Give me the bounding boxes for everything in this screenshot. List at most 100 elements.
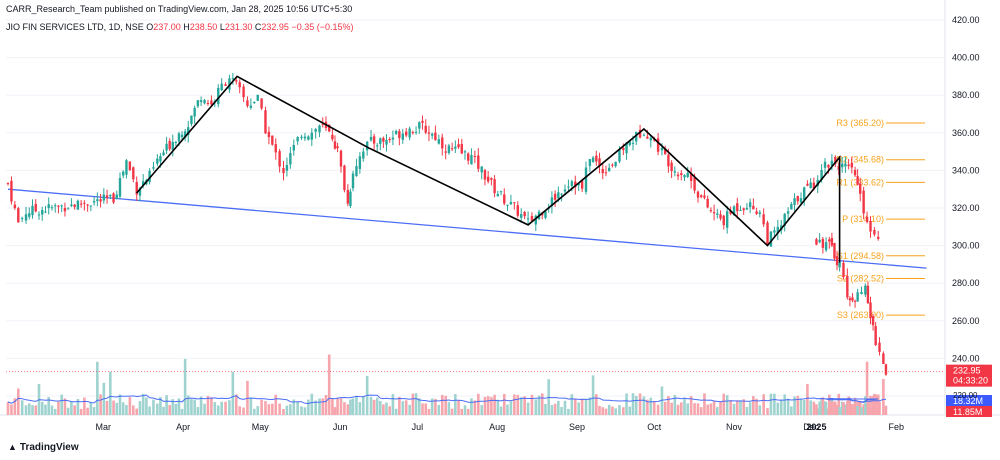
candle-body — [611, 164, 614, 166]
volume-bar — [372, 399, 376, 415]
candle-body — [758, 212, 761, 214]
volume-bar — [477, 393, 480, 415]
y-tick-label: 360.00 — [952, 128, 980, 138]
volume-bar — [20, 400, 24, 415]
volume-bar — [799, 398, 803, 415]
candle-body — [503, 194, 506, 204]
volume-bar — [66, 407, 70, 415]
candle-body — [331, 134, 334, 140]
volume-bar — [869, 395, 872, 415]
volume-bar — [656, 404, 660, 415]
candle-body — [228, 78, 231, 90]
volume-bar — [125, 404, 128, 415]
candle-body — [220, 83, 223, 91]
volume-bar — [440, 394, 444, 415]
candle-body — [638, 129, 642, 138]
volume-bar — [180, 408, 184, 415]
candle-body — [310, 132, 314, 140]
x-tick-label: May — [252, 422, 270, 432]
candle-body — [649, 137, 653, 141]
volume-bar — [206, 395, 210, 415]
volume-bar — [550, 405, 554, 415]
candle-body — [570, 181, 574, 186]
close-label: C — [254, 22, 262, 32]
pivot-label: S3 (263.00) — [837, 310, 884, 320]
candle-body — [869, 302, 872, 319]
candle-body — [473, 156, 477, 158]
candle-body — [447, 145, 451, 154]
volume-bar — [860, 407, 863, 415]
volume-bar — [490, 397, 493, 415]
candle-body — [796, 196, 799, 202]
candle-body — [336, 146, 339, 149]
candle-body — [783, 213, 786, 226]
candle-body — [296, 137, 299, 142]
volume-bar — [878, 401, 881, 415]
candle-body — [83, 202, 86, 204]
volume-bar — [327, 354, 331, 415]
candle-body — [162, 152, 165, 156]
volume-bar — [676, 404, 680, 415]
volume-bar — [40, 401, 44, 415]
candle-body — [803, 187, 806, 200]
candle-body — [663, 148, 667, 155]
candle-body — [847, 164, 850, 167]
symbol-legend[interactable]: JIO FIN SERVICES LTD, 1D, NSE O237.00 H2… — [6, 22, 353, 32]
candle-body — [63, 208, 67, 212]
volume-bar — [16, 388, 20, 415]
volume-bar — [307, 399, 310, 415]
candle-body — [427, 132, 431, 134]
candle-body — [703, 195, 706, 198]
candle-body — [563, 189, 567, 192]
low-label: L — [219, 22, 225, 32]
volume-bar — [321, 398, 325, 415]
volume-bar — [769, 393, 773, 415]
candle-body — [411, 132, 415, 134]
candle-body — [70, 204, 73, 206]
candle-body — [118, 178, 122, 197]
candle-body — [499, 191, 503, 193]
candle-body — [343, 165, 346, 191]
candle-body — [285, 164, 289, 171]
candle-body — [859, 183, 862, 194]
volume-badge — [946, 406, 992, 417]
publisher-note: CARR_Research_Team published on TradingV… — [6, 4, 353, 14]
candle-body — [873, 229, 876, 235]
volume-bar — [349, 399, 352, 415]
volume-bar — [210, 397, 213, 415]
candle-body — [667, 154, 670, 167]
candle-body — [128, 161, 132, 171]
volume-bar — [411, 393, 415, 415]
volume-bar — [779, 399, 783, 415]
close-value: 232.95 — [261, 22, 289, 32]
volume-bar — [148, 406, 151, 415]
volume-bar — [118, 394, 122, 415]
x-tick-label: Jul — [412, 422, 424, 432]
volume-bar — [748, 402, 752, 415]
candle-body — [755, 211, 758, 214]
volume-bar — [34, 405, 38, 415]
volume-bar — [86, 407, 89, 415]
candle-body — [696, 191, 700, 198]
volume-bar — [679, 402, 683, 415]
volume-bar — [493, 394, 496, 415]
candle-body — [848, 298, 852, 301]
volume-bar — [752, 396, 755, 415]
candle-body — [300, 136, 303, 139]
volume-bar — [722, 393, 726, 415]
volume-bar — [394, 408, 398, 415]
high-label: H — [183, 22, 190, 32]
volume-bar — [842, 402, 845, 415]
volume-bar — [604, 408, 608, 415]
tradingview-brand[interactable]: ▲ TradingView — [8, 442, 79, 453]
candle-body — [20, 218, 24, 220]
candle-body — [303, 136, 307, 139]
candle-body — [719, 214, 722, 219]
candle-body — [242, 86, 245, 98]
candle-body — [327, 124, 331, 132]
hidden-tick-label: 220.00 — [953, 391, 978, 400]
volume-bar — [369, 396, 373, 415]
volume-bar — [537, 395, 541, 415]
